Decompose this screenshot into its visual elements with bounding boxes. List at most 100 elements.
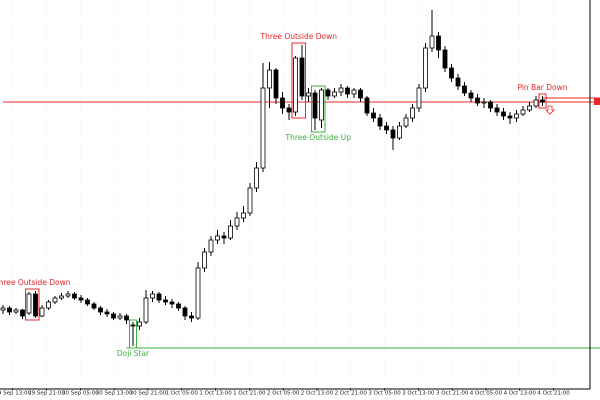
- candle-body: [39, 307, 45, 317]
- candle-body: [59, 295, 64, 299]
- candle-body: [527, 105, 532, 111]
- candle-body: [338, 87, 344, 93]
- pattern-box: [129, 319, 137, 349]
- candle-body: [215, 235, 220, 241]
- candle-body: [371, 112, 376, 119]
- candle-body: [429, 35, 435, 49]
- pattern-label: Doji Star: [117, 349, 150, 358]
- candle-body: [26, 293, 32, 314]
- candle-body: [150, 293, 155, 299]
- candle-body: [104, 311, 110, 315]
- pattern-box: [291, 42, 306, 119]
- x-tick-label: 1 Oct 13:00: [199, 391, 232, 397]
- candle-body: [410, 107, 415, 119]
- candle-body: [520, 109, 526, 115]
- candle-body: [507, 115, 513, 119]
- candle-body: [143, 297, 149, 323]
- candle-body: [351, 89, 357, 95]
- candle-body: [33, 293, 38, 317]
- candle-body: [312, 92, 318, 119]
- x-tick-label: 1 Oct 21:00: [233, 391, 266, 397]
- x-tick-label: 1 Oct 05:00: [166, 391, 199, 397]
- candle-body: [494, 107, 500, 113]
- x-tick-label: 2 Oct 13:00: [301, 391, 334, 397]
- pattern-label: Pin Bar Down: [517, 83, 567, 92]
- x-tick-label: 4 Oct 13:00: [504, 391, 537, 397]
- candle-body: [195, 267, 201, 319]
- candle-body: [468, 92, 474, 99]
- candle-body: [78, 297, 84, 301]
- x-tick-label: 29 Sep 13:00: [0, 391, 32, 397]
- candle-body: [241, 212, 246, 219]
- candle-body: [117, 315, 123, 319]
- candle-body: [455, 77, 461, 87]
- candle-body: [436, 35, 441, 51]
- candle-body: [273, 69, 279, 99]
- candle-body: [7, 307, 12, 313]
- candle-body: [169, 301, 175, 305]
- candle-body: [208, 239, 214, 253]
- pattern-box: [538, 93, 547, 109]
- candle-body: [247, 187, 253, 214]
- candle-body: [377, 117, 383, 127]
- candle-body: [254, 167, 259, 189]
- candle-body: [202, 251, 207, 269]
- x-tick-label: 3 Oct 13:00: [402, 391, 435, 397]
- candle-body: [260, 87, 266, 169]
- candle-body: [384, 125, 389, 131]
- pattern-label: Three Outside Down: [260, 32, 338, 41]
- candle-body: [234, 217, 240, 227]
- candle-body: [488, 101, 493, 109]
- pattern-arrow: [545, 105, 555, 115]
- x-tick-label: 4 Oct 05:00: [470, 391, 503, 397]
- candle-body: [540, 99, 545, 103]
- candle-body: [442, 49, 448, 69]
- candle-body: [462, 85, 467, 94]
- x-tick-label: 29 Sep 21:00: [28, 391, 65, 397]
- candle-body: [475, 97, 480, 104]
- pattern-box: [311, 85, 326, 133]
- x-tick-label: 3 Oct 05:00: [368, 391, 401, 397]
- candle-body: [221, 235, 227, 239]
- candle-body: [91, 303, 97, 309]
- candle-body: [390, 129, 396, 139]
- candle-body: [481, 101, 487, 104]
- candle-body: [189, 315, 194, 319]
- x-tick-label: 4 Oct 21:00: [537, 391, 570, 397]
- candle-body: [98, 307, 103, 313]
- candle-body: [280, 97, 285, 109]
- candle-body: [501, 111, 506, 117]
- candle-body: [299, 57, 305, 97]
- x-tick-label: 2 Oct 05:00: [267, 391, 300, 397]
- candle-body: [306, 92, 311, 97]
- candle-body: [20, 309, 25, 317]
- x-tick-label: 30 Sep 21:00: [130, 391, 167, 397]
- candle-body: [345, 87, 350, 95]
- candle-body: [72, 293, 77, 299]
- candle-body: [332, 91, 337, 97]
- x-tick-label: 2 Oct 21:00: [335, 391, 368, 397]
- candle-body: [156, 293, 162, 301]
- candle-body: [13, 309, 19, 313]
- pattern-label: Three Outside Up: [285, 133, 352, 142]
- candle-body: [65, 293, 71, 297]
- candle-body: [124, 315, 129, 321]
- candle-body: [449, 67, 454, 79]
- candle-body: [416, 87, 422, 109]
- candle-body: [286, 107, 292, 113]
- x-tick-label: 30 Sep 05:00: [62, 391, 99, 397]
- candle-body: [46, 301, 51, 309]
- candle-body: [325, 89, 331, 97]
- candle-body: [0, 307, 6, 311]
- price-marker: [594, 98, 600, 105]
- candle-body: [228, 225, 233, 239]
- candle-body: [52, 297, 58, 303]
- candle-body: [319, 89, 324, 121]
- candle-body: [397, 125, 402, 139]
- pattern-box: [25, 288, 40, 321]
- candle-body: [267, 69, 272, 89]
- candle-body: [364, 97, 370, 114]
- candle-body: [137, 321, 142, 327]
- candle-body: [358, 89, 363, 99]
